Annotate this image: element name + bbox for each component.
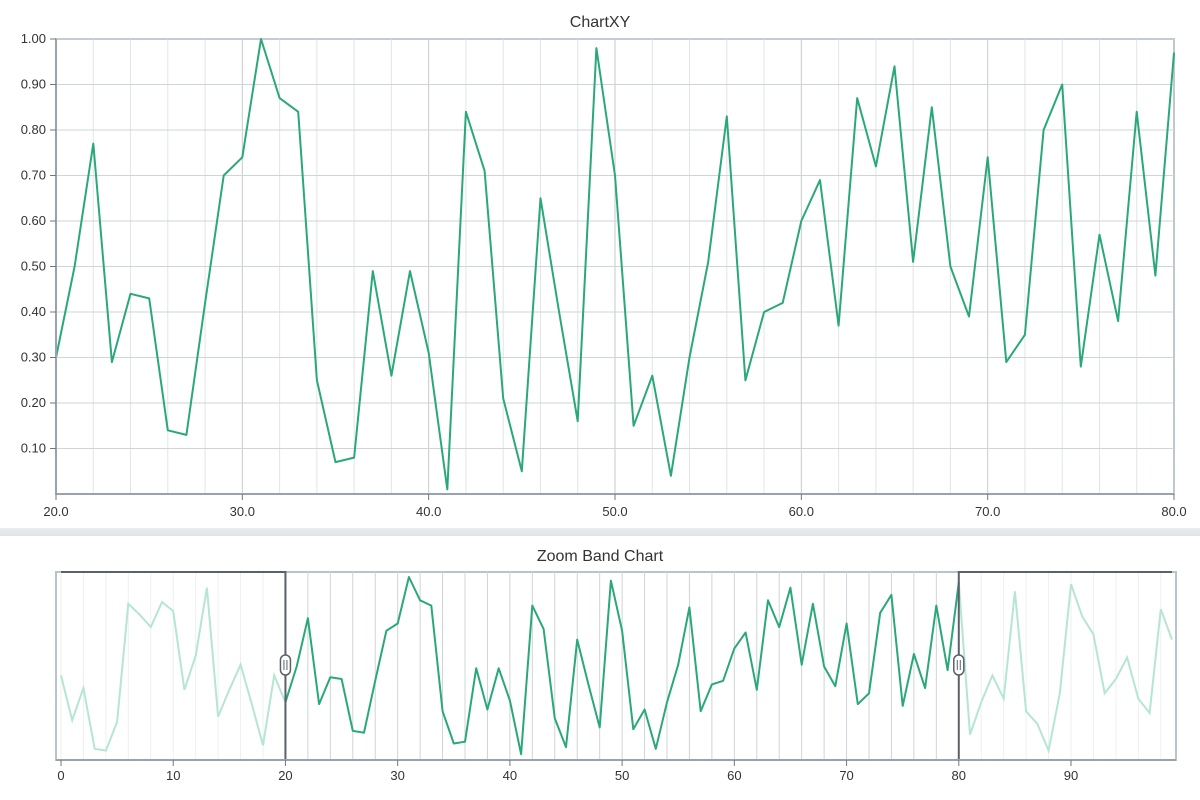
zoom-x-tick-label: 0	[57, 768, 64, 783]
zoom-band-panel: Zoom Band Chart 0 10 20 30 40 50 60 70 80 90	[0, 536, 1200, 800]
main-series-line	[55, 38, 1175, 491]
x-tick-label: 70.0	[975, 504, 1000, 519]
x-tick-label: 80.0	[1161, 504, 1186, 519]
x-tick-label: 40.0	[416, 504, 441, 519]
y-tick-label: 0.70	[21, 168, 46, 183]
zoom-x-tick-label: 30	[390, 768, 404, 783]
y-tick-label: 0.30	[21, 350, 46, 365]
y-tick-label: 0.20	[21, 395, 46, 410]
x-tick-label: 30.0	[230, 504, 255, 519]
zoom-x-tick-label: 20	[278, 768, 292, 783]
handle-grip	[279, 654, 292, 676]
main-chart-plot[interactable]: 20.0 30.0 40.0 50.0 60.0 70.0 80.0 0.10 0.20 0.30…	[0, 0, 1200, 528]
zoom-series-faded-right	[957, 582, 1173, 755]
y-tick-label: 0.90	[21, 77, 46, 92]
y-tick-label: 1.00	[21, 31, 46, 46]
zoom-series-active	[284, 576, 960, 756]
y-tick-label: 0.40	[21, 304, 46, 319]
main-chart-title: ChartXY	[569, 14, 631, 31]
x-tick-label: 20.0	[43, 504, 68, 519]
y-tick-label: 0.80	[21, 122, 46, 137]
y-tick-label: 0.60	[21, 213, 46, 228]
zoom-series-faded-left	[60, 587, 287, 752]
zoom-x-tick-label: 70	[839, 768, 853, 783]
y-tick-label: 0.50	[21, 259, 46, 274]
zoom-x-tick-label: 60	[727, 768, 741, 783]
zoom-x-tick-label: 80	[952, 768, 966, 783]
handle-grip	[953, 654, 965, 676]
zoom-band-left-handle[interactable]	[279, 654, 292, 676]
x-tick-label: 50.0	[602, 504, 627, 519]
panel-divider[interactable]	[0, 528, 1200, 536]
y-tick-label: 0.10	[21, 441, 46, 456]
zoom-x-tick-label: 90	[1064, 768, 1078, 783]
main-chart-panel: ChartXY 20.0 30.0 40.0 50.0 60.0 70.0 80.0 0.10…	[0, 0, 1200, 528]
zoom-band-right-handle[interactable]	[953, 654, 965, 676]
zoom-band-plot[interactable]: 0 10 20 30 40 50 60 70 80 90	[0, 536, 1200, 800]
zoom-x-tick-label: 10	[166, 768, 180, 783]
zoom-x-tick-label: 40	[503, 768, 517, 783]
zoom-x-tick-label: 50	[615, 768, 629, 783]
x-tick-label: 60.0	[789, 504, 814, 519]
zoom-band-title: Zoom Band Chart	[536, 548, 664, 565]
